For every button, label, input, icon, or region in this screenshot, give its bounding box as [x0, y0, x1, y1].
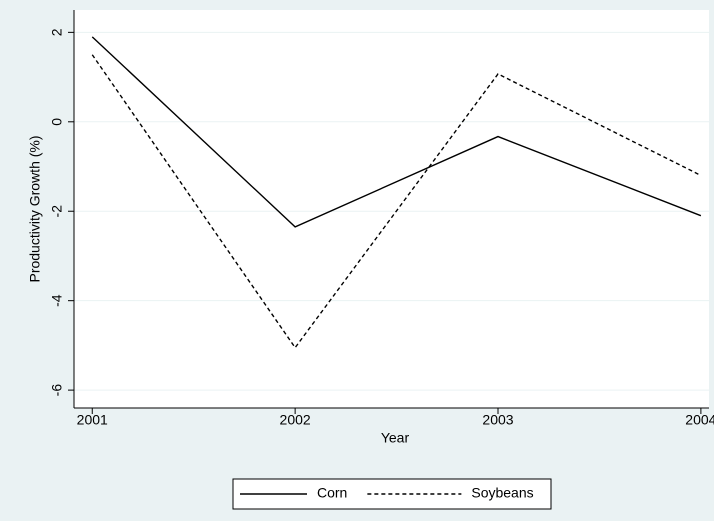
data-line [91, 36, 702, 228]
x-tick-label: 2001 [77, 412, 108, 428]
legend-label: Corn [317, 485, 347, 501]
plot-area [74, 10, 709, 408]
y-tick-label: 0 [49, 118, 65, 126]
y-axis-title: Productivity Growth (%) [27, 135, 43, 282]
y-tick-label: -2 [49, 205, 65, 218]
x-tick-label: 2003 [482, 412, 513, 428]
legend-label: Soybeans [471, 485, 533, 501]
y-tick-label: 2 [49, 28, 65, 36]
y-tick-label: -6 [49, 384, 65, 397]
data-line [91, 54, 702, 349]
y-tick-label: -4 [49, 294, 65, 307]
x-tick-label: 2004 [685, 412, 714, 428]
x-axis-title: Year [381, 430, 410, 446]
x-tick-label: 2002 [280, 412, 311, 428]
